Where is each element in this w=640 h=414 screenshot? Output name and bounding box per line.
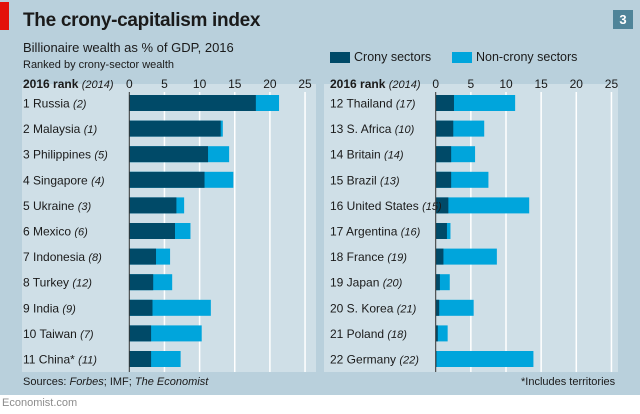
x-tick-label: 0 xyxy=(126,77,133,91)
legend-noncrony: Non-crony sectors xyxy=(452,50,577,64)
x-tick-label: 5 xyxy=(161,77,168,91)
country-label: 12 Thailand (17) xyxy=(330,97,416,111)
bar-crony xyxy=(129,120,221,137)
country-label: 11 China* (11) xyxy=(23,353,97,367)
x-tick-label: 20 xyxy=(570,77,584,91)
bar-crony xyxy=(435,171,452,188)
bar-crony xyxy=(435,146,452,163)
bar-crony xyxy=(129,299,153,316)
bar-crony xyxy=(129,248,157,265)
brand-red-tab xyxy=(0,2,9,30)
legend-label: Non-crony sectors xyxy=(476,50,578,64)
country-label: 2 Malaysia (1) xyxy=(23,122,97,136)
bar-crony xyxy=(435,197,449,214)
bar-crony xyxy=(435,248,444,265)
chart-subtitle: Billionaire wealth as % of GDP, 2016 xyxy=(23,40,234,55)
x-tick-label: 25 xyxy=(298,77,312,91)
footnote: *Includes territories xyxy=(521,376,616,388)
country-label: 8 Turkey (12) xyxy=(23,276,92,290)
country-label: 15 Brazil (13) xyxy=(330,173,400,187)
country-label: 5 Ukraine (3) xyxy=(23,199,91,213)
bar-crony xyxy=(129,171,205,188)
country-label: 19 Japan (20) xyxy=(330,276,403,290)
site-credit: Economist.com xyxy=(2,397,78,409)
x-tick-label: 5 xyxy=(468,77,475,91)
legend-swatch-crony xyxy=(330,51,350,63)
bar-noncrony xyxy=(435,95,516,111)
legend-crony: Crony sectors xyxy=(330,50,431,64)
bar-crony xyxy=(435,120,454,137)
country-label: 21 Poland (18) xyxy=(330,327,407,341)
bar-crony xyxy=(129,274,154,291)
chart-note: Ranked by crony-sector wealth xyxy=(23,59,175,71)
country-label: 17 Argentina (16) xyxy=(330,225,421,239)
bar-noncrony xyxy=(435,197,530,214)
x-tick-label: 10 xyxy=(193,77,207,91)
bar-crony xyxy=(435,274,440,291)
row-header: 2016 rank (2014) xyxy=(23,77,114,91)
country-label: 16 United States (15) xyxy=(330,199,442,213)
country-label: 4 Singapore (4) xyxy=(23,173,105,187)
bar-crony xyxy=(129,325,152,342)
bar-crony xyxy=(435,95,454,111)
legend-swatch-noncrony xyxy=(452,51,472,63)
x-tick-label: 15 xyxy=(228,77,242,91)
country-label: 13 S. Africa (10) xyxy=(330,122,415,136)
bar-crony xyxy=(129,197,177,214)
bar-crony xyxy=(129,351,152,367)
bar-crony xyxy=(435,299,440,316)
country-label: 20 S. Korea (21) xyxy=(330,301,417,315)
chart-number-badge: 3 xyxy=(613,10,633,29)
bar-crony xyxy=(129,223,175,239)
sources: Sources: Forbes; IMF; The Economist xyxy=(23,376,209,388)
country-label: 14 Britain (14) xyxy=(330,148,404,162)
country-label: 22 Germany (22) xyxy=(330,353,419,367)
bar-crony xyxy=(129,95,256,111)
row-header: 2016 rank (2014) xyxy=(330,77,421,91)
legend-label: Crony sectors xyxy=(354,50,432,64)
chart-title: The crony-capitalism index xyxy=(23,10,261,31)
country-label: 18 France (19) xyxy=(330,250,407,264)
country-label: 6 Mexico (6) xyxy=(23,225,88,239)
x-tick-label: 20 xyxy=(263,77,277,91)
country-label: 1 Russia (2) xyxy=(23,97,87,111)
x-tick-label: 25 xyxy=(605,77,619,91)
x-tick-label: 10 xyxy=(499,77,513,91)
country-label: 10 Taiwan (7) xyxy=(23,327,94,341)
country-label: 9 India (9) xyxy=(23,301,76,315)
country-label: 7 Indonesia (8) xyxy=(23,250,102,264)
x-tick-label: 0 xyxy=(432,77,439,91)
bar-noncrony xyxy=(435,299,474,316)
bar-crony xyxy=(435,223,447,239)
bar-noncrony xyxy=(435,325,448,342)
bar-noncrony xyxy=(435,351,534,367)
bar-crony xyxy=(129,146,209,163)
bar-noncrony xyxy=(435,248,497,265)
country-label: 3 Philippines (5) xyxy=(23,148,108,162)
x-tick-label: 15 xyxy=(534,77,548,91)
bar-crony xyxy=(435,325,438,342)
